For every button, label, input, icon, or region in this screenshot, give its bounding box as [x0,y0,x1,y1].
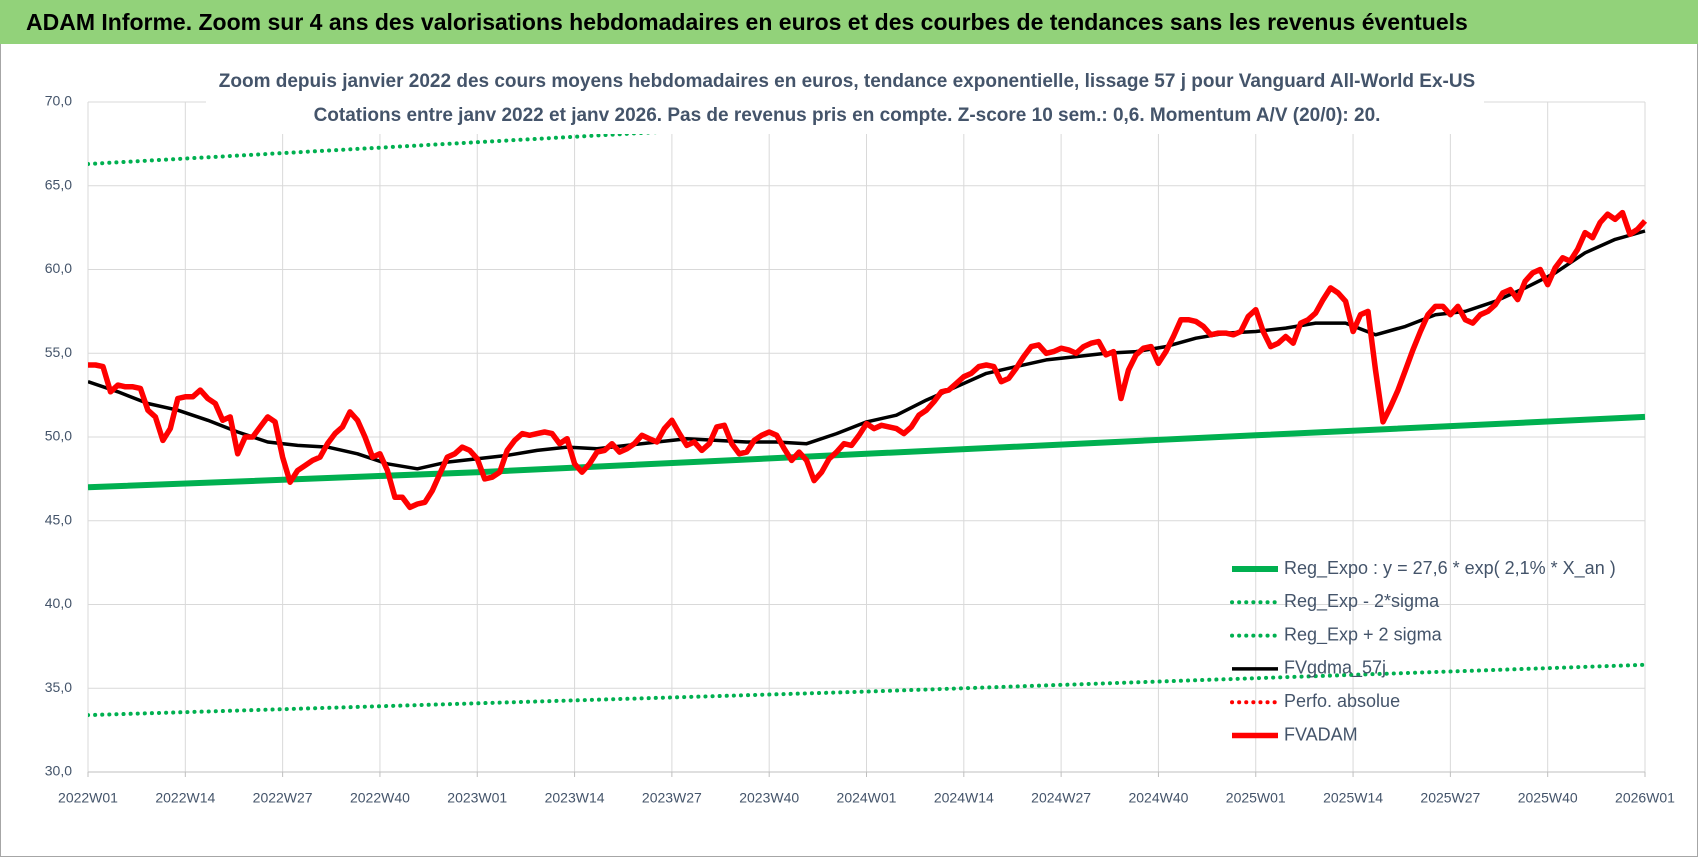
x-tick-label: 2023W40 [739,790,799,806]
x-tick-label: 2024W40 [1128,790,1188,806]
legend-label: FVgdma_57j [1284,658,1386,679]
y-tick-label: 70,0 [45,93,72,109]
x-tick-label: 2024W01 [837,790,897,806]
series-line [88,209,1648,511]
y-tick-label: 60,0 [45,260,72,276]
header-title: ADAM Informe. Zoom sur 4 ans des valoris… [26,9,1468,35]
y-tick-label: 55,0 [45,344,72,360]
y-tick-label: 65,0 [45,176,72,192]
y-tick-label: 30,0 [45,763,72,779]
x-tick-label: 2026W01 [1615,790,1675,806]
chart-title: Zoom depuis janvier 2022 des cours moyen… [219,71,1475,92]
x-tick-label: 2022W40 [350,790,410,806]
x-tick-label: 2023W27 [642,790,702,806]
y-tick-label: 45,0 [45,511,72,527]
x-tick-label: 2025W27 [1420,790,1480,806]
chart-subtitle: Cotations entre janv 2022 et janv 2026. … [314,105,1381,126]
x-tick-label: 2022W27 [253,790,313,806]
x-tick-label: 2024W14 [934,790,994,806]
x-tick-label: 2024W27 [1031,790,1091,806]
series-line [88,662,1647,718]
legend-label: FVADAM [1284,724,1358,744]
x-tick-label: 2025W01 [1226,790,1286,806]
legend-label: Reg_Exp - 2*sigma [1284,591,1440,612]
x-tick-label: 2023W01 [447,790,507,806]
y-tick-label: 40,0 [45,595,72,611]
legend-label: Perfo. absolue [1284,691,1400,711]
title-box [206,66,1484,134]
x-tick-label: 2022W01 [58,790,118,806]
legend-label: Reg_Expo : y = 27,6 * exp( 2,1% * X_an ) [1284,558,1616,579]
y-tick-label: 35,0 [45,679,72,695]
legend: Reg_Expo : y = 27,6 * exp( 2,1% * X_an )… [1230,558,1616,744]
x-tick-label: 2025W40 [1518,790,1578,806]
series-line [88,413,1646,491]
y-tick-label: 50,0 [45,428,72,444]
x-tick-label: 2023W14 [545,790,605,806]
header-bar [0,0,1698,44]
legend-label: Reg_Exp + 2 sigma [1284,624,1443,645]
x-tick-label: 2022W14 [155,790,215,806]
x-tick-label: 2025W14 [1323,790,1383,806]
